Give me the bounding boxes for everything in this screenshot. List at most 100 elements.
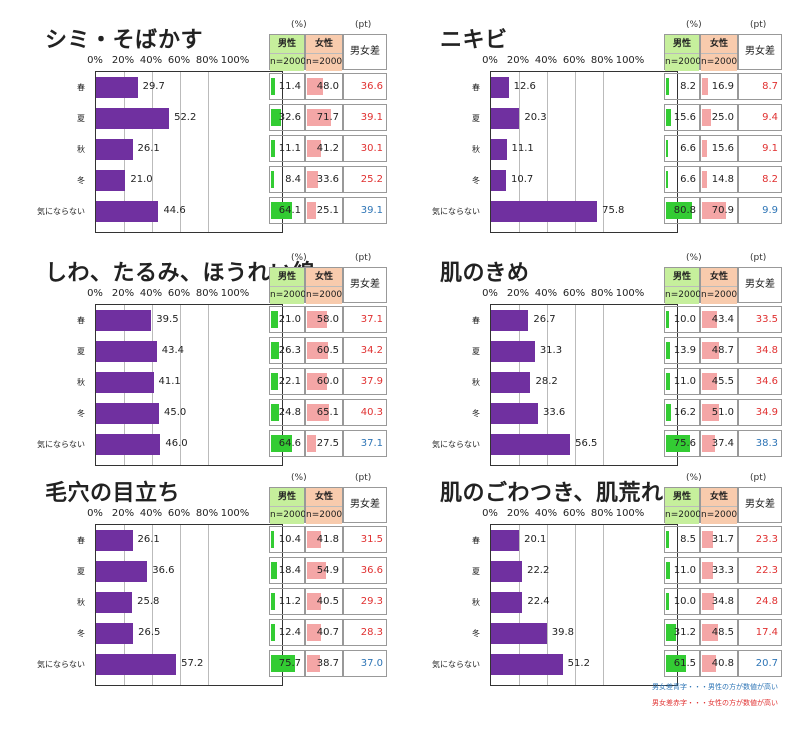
data-label: 31.3 [539,345,563,356]
bar [96,530,133,551]
diff-cell: 34.2 [343,337,387,364]
category-label: 冬 [77,176,85,185]
gridline [180,305,181,465]
diff-cell: 8.7 [738,73,782,100]
female-fill-bar [307,311,327,328]
category-label: 夏 [472,347,480,356]
axis-tick-label: 100% [615,508,645,519]
male-fill-bar [271,593,275,610]
female-fill-bar [702,311,717,328]
female-cell: 25.1 [305,197,343,224]
female-value: 71.7 [316,112,339,123]
male-cell: 31.2 [664,619,700,646]
male-value: 11.1 [278,143,301,154]
female-cell: 60.5 [305,337,343,364]
female-value: 38.7 [316,658,339,669]
sample-size-label: n=2000 [270,54,306,71]
bar [96,561,148,582]
data-label: 56.5 [575,438,598,449]
axis-tick-label: 100% [615,55,645,66]
male-cell: 18.4 [269,557,305,584]
female-fill-bar [702,109,711,126]
male-cell: 13.9 [664,337,700,364]
gridline [575,305,576,465]
bar [491,561,523,582]
data-label: 26.1 [137,143,160,154]
male-header: 男性 n=2000 [269,267,306,304]
axis-tick-label: 20% [506,55,530,66]
diff-value: 25.2 [360,174,383,185]
axis-tick-label: 0% [87,288,103,299]
diff-value: 29.3 [360,596,383,607]
diff-value: 36.6 [360,565,383,576]
female-cell: 33.3 [700,557,738,584]
female-fill-bar [702,373,718,390]
category-label: 春 [77,83,85,92]
female-value: 48.7 [711,345,734,356]
male-fill-bar [666,404,672,421]
category-label: 気にならない [37,440,85,449]
gridline [208,72,209,232]
axis-tick-label: 60% [562,288,586,299]
percent-unit: (%) [686,253,702,263]
male-fill-bar [666,171,669,188]
male-cell: 11.0 [664,368,700,395]
percent-unit: (%) [686,473,702,483]
bar [491,310,529,331]
gridline [575,525,576,685]
diff-cell: 39.1 [343,197,387,224]
female-fill-bar [307,655,321,672]
data-label: 25.8 [137,596,160,607]
diff-value: 23.3 [755,534,778,545]
diff-value: 39.1 [360,112,383,123]
bar [491,372,531,393]
data-label: 39.5 [156,314,179,325]
plot-area: 26.7 31.3 28.2 33.6 56.5 [490,304,678,466]
data-label: 22.4 [527,596,550,607]
diff-value: 20.7 [755,658,778,669]
male-value: 75.6 [673,438,696,449]
diff-value: 34.2 [360,345,383,356]
bar [491,341,535,362]
data-label: 29.7 [142,81,165,92]
male-fill-bar [271,435,292,452]
male-cell: 8.4 [269,166,305,193]
plot-area: 12.6 20.3 11.1 10.7 75.8 [490,71,678,233]
axis-tick-label: 0% [482,508,498,519]
category-label: 春 [77,316,85,325]
axis-tick-label: 0% [87,508,103,519]
diff-cell: 17.4 [738,619,782,646]
chart-panel: シミ・そばかす 0% 20% 40% 60% 80% 100% 29.7 52.2 26.1 21.… [37,20,430,237]
category-label: 春 [77,536,85,545]
data-label: 10.7 [510,174,534,185]
category-label: 夏 [472,114,480,123]
male-value: 24.8 [278,407,301,418]
female-cell: 60.0 [305,368,343,395]
female-value: 60.0 [316,376,339,387]
diff-value: 17.4 [755,627,778,638]
male-cell: 11.2 [269,588,305,615]
female-fill-bar [307,202,316,219]
axis-tick-label: 100% [220,288,250,299]
diff-value: 38.3 [755,438,778,449]
female-fill-bar [307,624,321,641]
bar [96,592,133,613]
female-header: 女性 n=2000 [700,487,738,524]
diff-cell: 36.6 [343,557,387,584]
male-fill-bar [271,311,278,328]
category-label: 冬 [472,629,480,638]
female-cell: 38.7 [305,650,343,677]
male-value: 21.0 [278,314,301,325]
female-header-label: 女性 [701,488,737,507]
gridline [208,305,209,465]
female-value: 40.5 [316,596,339,607]
diff-value: 24.8 [755,596,778,607]
male-value: 6.6 [680,174,696,185]
male-value: 15.6 [673,112,696,123]
female-header-label: 女性 [306,268,342,287]
male-fill-bar [666,373,670,390]
male-fill-bar [271,109,282,126]
diff-value: 37.1 [360,438,383,449]
female-cell: 70.9 [700,197,738,224]
axis-tick-label: 0% [482,55,498,66]
